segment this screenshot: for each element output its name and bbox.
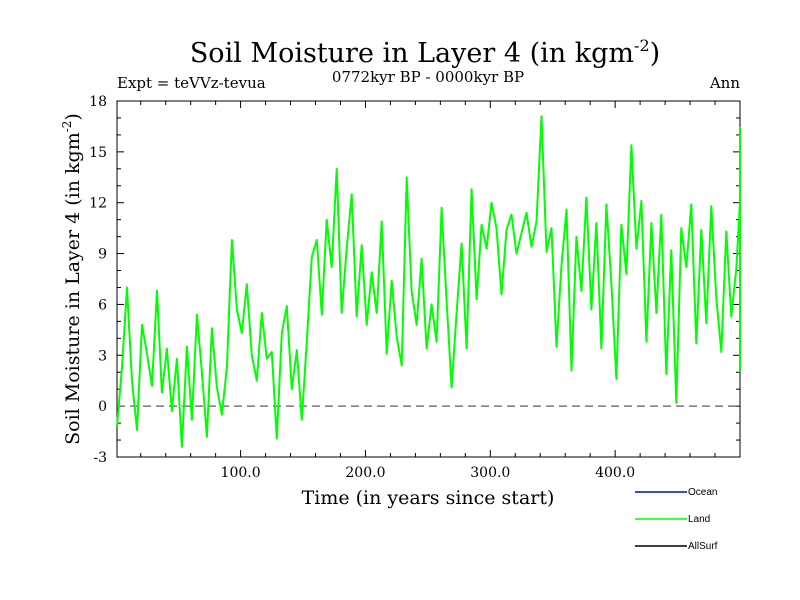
legend: Ocean Land AllSurf bbox=[635, 487, 718, 552]
x-tick-label: 100.0 bbox=[221, 465, 261, 481]
y-tick-label: 6 bbox=[98, 297, 107, 313]
legend-label-land: Land bbox=[688, 514, 710, 525]
y-axis-label: Soil Moisture in Layer 4 (in kgm-2) bbox=[60, 113, 84, 445]
chart-title-close: ) bbox=[650, 38, 661, 69]
legend-label-ocean: Ocean bbox=[688, 487, 717, 498]
chart-subtitle: 0772kyr BP - 0000kyr BP bbox=[332, 68, 524, 86]
y-tick-label: 12 bbox=[89, 196, 107, 212]
y-axis-label-superscript: -2 bbox=[60, 121, 74, 133]
y-tick-label: 18 bbox=[89, 94, 107, 110]
chart-title: Soil Moisture in Layer 4 (in kgm-2) bbox=[190, 36, 660, 69]
x-axis-label: Time (in years since start) bbox=[302, 487, 555, 509]
series-line-land bbox=[116, 115, 741, 448]
legend-label-allsurf: AllSurf bbox=[688, 541, 718, 552]
y-tick-label: 0 bbox=[98, 399, 107, 415]
x-tick-label: 400.0 bbox=[595, 465, 635, 481]
y-axis-label-main: Soil Moisture in Layer 4 (in kgm bbox=[62, 132, 84, 445]
y-axis-label-close: ) bbox=[62, 113, 84, 120]
y-tick-label: 9 bbox=[98, 247, 107, 263]
y-tick-label: -3 bbox=[93, 450, 107, 466]
plot-frame bbox=[116, 100, 741, 458]
x-tick-label: 300.0 bbox=[470, 465, 510, 481]
y-tick-label: 3 bbox=[98, 348, 107, 364]
experiment-label: Expt = teVVz-tevua bbox=[117, 74, 266, 92]
y-tick-label: 15 bbox=[89, 145, 107, 161]
chart-title-superscript: -2 bbox=[634, 36, 650, 55]
x-tick-label: 200.0 bbox=[345, 465, 385, 481]
season-label: Ann bbox=[709, 74, 740, 92]
chart-title-main: Soil Moisture in Layer 4 (in kgm bbox=[190, 38, 634, 69]
